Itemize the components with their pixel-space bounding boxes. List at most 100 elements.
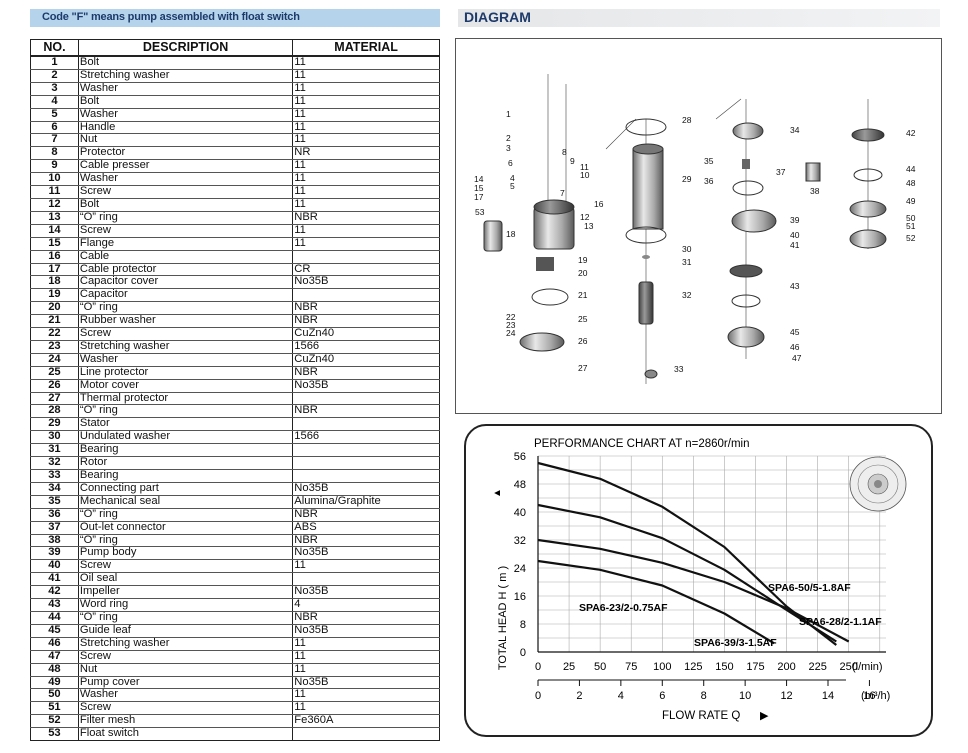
part-description-cell: Washer [77, 108, 294, 122]
part-no-cell: 41 [30, 572, 79, 587]
part-description-cell: Washer [77, 82, 294, 96]
part-no-cell: 51 [30, 701, 79, 716]
part-description-cell: Screw [77, 185, 294, 199]
part-number-label: 19 [578, 255, 588, 265]
part-material-cell [292, 250, 440, 264]
part-description-cell: Undulated washer [77, 430, 294, 445]
part-number-label: 52 [906, 233, 916, 243]
table-row: 23 Stretching washer 1566 [30, 340, 440, 354]
part-number-label: 23 [506, 320, 516, 330]
part-description-cell: Handle [77, 121, 294, 135]
x-axis-arrow: ▶ [760, 710, 769, 722]
part-no-cell: 48 [30, 663, 79, 677]
part-description-cell: Pump cover [77, 676, 294, 690]
part-description-cell: “O” ring [77, 611, 294, 625]
table-row: 27 Thermal protector [30, 392, 440, 406]
part-description-cell: Thermal protector [77, 392, 294, 406]
part-material-cell: 11 [292, 688, 440, 703]
part-no-cell: 43 [30, 598, 79, 612]
part-description-cell: Stator [77, 417, 294, 432]
series-label: SPA6-50/5-1.8AF [768, 582, 851, 594]
y-axis-arrow: ▲ [492, 488, 503, 498]
part-number-label: 32 [682, 290, 692, 300]
part-no-cell: 12 [30, 198, 79, 212]
part-description-cell: Bearing [77, 443, 294, 458]
x-tick-label-m3h: 4 [618, 690, 624, 702]
part-description-cell: Screw [77, 701, 294, 716]
part-no-cell: 28 [30, 405, 79, 419]
table-row: 22 Screw CuZn40 [30, 327, 440, 341]
table-row: 14 Screw 11 [30, 224, 440, 238]
motor-base-part [519, 332, 565, 352]
header-no: NO. [30, 39, 79, 57]
part-no-cell: 5 [30, 108, 79, 122]
x-tick-label-m3h: 14 [822, 690, 834, 702]
part-description-cell: Flange [77, 237, 294, 251]
y-axis-label: TOTAL HEAD H ( m ) [497, 566, 509, 670]
part-material-cell: 1566 [292, 340, 440, 354]
table-row: 45 Guide leaf No35B [30, 624, 440, 638]
part-no-cell: 14 [30, 224, 79, 238]
part-no-cell: 40 [30, 559, 79, 574]
part-material-cell [292, 572, 440, 587]
pump-body-part [731, 209, 777, 233]
part-number-label: 28 [682, 115, 692, 125]
part-description-cell: Screw [77, 559, 294, 574]
part-description-cell: Cable protector [77, 263, 294, 277]
part-description-cell: Motor cover [77, 379, 294, 393]
part-material-cell: 11 [292, 69, 440, 83]
part-description-cell: Bolt [77, 95, 294, 109]
outlet-connector-part [805, 162, 821, 182]
part-material-cell: 11 [292, 134, 440, 148]
part-material-cell: 11 [292, 108, 440, 122]
part-no-cell: 24 [30, 353, 79, 367]
impeller-icon [849, 456, 907, 512]
part-no-cell: 26 [30, 379, 79, 393]
part-no-cell: 35 [30, 495, 79, 509]
part-no-cell: 2 [30, 69, 79, 83]
part-no-cell: 7 [30, 134, 79, 148]
series-label: SPA6-23/2-0.75AF [579, 602, 668, 614]
table-row: 37 Out-let connector ABS [30, 521, 440, 535]
table-row: 5 Washer 11 [30, 108, 440, 122]
part-number-label: 3 [506, 143, 511, 153]
part-number-label: 6 [508, 158, 513, 168]
part-no-cell: 13 [30, 211, 79, 225]
part-description-cell: “O” ring [77, 405, 294, 419]
part-number-label: 24 [506, 328, 516, 338]
part-material-cell [292, 288, 440, 303]
table-row: 44 “O” ring NBR [30, 611, 440, 625]
part-no-cell: 29 [30, 417, 79, 432]
x-tick-label-m3h: 16 [863, 690, 875, 702]
x-tick-label-m3h: 0 [535, 690, 541, 702]
part-no-cell: 50 [30, 688, 79, 703]
part-no-cell: 42 [30, 585, 79, 600]
performance-chart: PERFORMANCE CHART AT n=2860r/min ▲ TOTAL… [464, 424, 933, 737]
header-description: DESCRIPTION [77, 39, 294, 57]
part-number-label: 34 [790, 125, 800, 135]
part-description-cell: Screw [77, 327, 294, 341]
part-no-cell: 36 [30, 508, 79, 522]
part-number-label: 53 [475, 207, 485, 217]
part-number-label: 11 [580, 162, 589, 172]
table-row: 35 Mechanical seal Alumina/Graphite [30, 495, 440, 509]
part-description-cell: Stretching washer [77, 637, 294, 651]
part-number-label: 15 [474, 183, 484, 193]
part-number-label: 26 [578, 336, 588, 346]
part-number-label: 36 [704, 176, 714, 186]
table-row: 51 Screw 11 [30, 701, 440, 716]
performance-chart-svg: PERFORMANCE CHART AT n=2860r/min ▲ TOTAL… [492, 438, 907, 722]
capacitor-part [536, 257, 554, 271]
part-number-label: 8 [562, 147, 567, 157]
part-number-label: 39 [790, 215, 800, 225]
table-row: 21 Rubber washer NBR [30, 314, 440, 329]
part-no-cell: 9 [30, 159, 79, 174]
x-tick-label-lmin: 225 [808, 661, 826, 673]
part-description-cell: Screw [77, 224, 294, 238]
part-number-label: 25 [578, 314, 588, 324]
part-description-cell: Washer [77, 172, 294, 187]
table-row: 2 Stretching washer 11 [30, 69, 440, 83]
part-number-label: 20 [578, 268, 588, 278]
part-material-cell: No35B [292, 379, 440, 393]
series-label: SPA6-39/3-1.5AF [694, 637, 777, 649]
